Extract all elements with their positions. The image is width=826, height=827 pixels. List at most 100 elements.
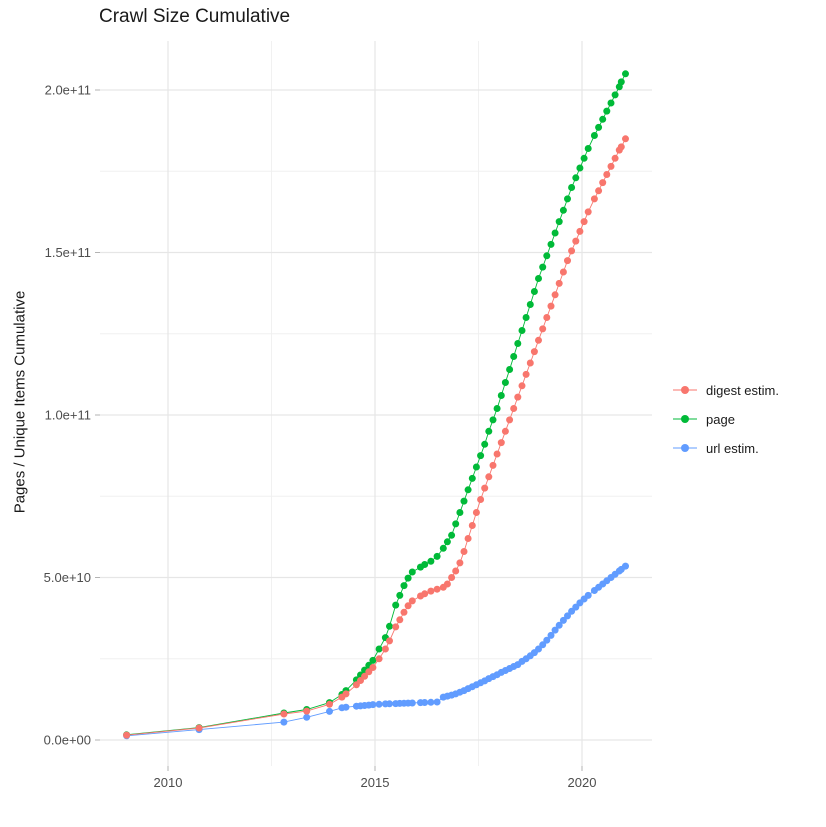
data-point-digest-estim	[595, 187, 603, 195]
data-point-page	[433, 552, 441, 560]
data-point-page	[489, 416, 497, 424]
data-point-page	[468, 474, 476, 482]
data-point-digest-estim	[555, 279, 563, 287]
data-point-page	[497, 392, 505, 399]
data-point-page	[481, 440, 489, 448]
data-point-page	[506, 366, 514, 373]
y-tick-label: 0.0e+00	[44, 732, 91, 747]
data-point-page	[460, 497, 468, 505]
data-point-digest-estim	[572, 237, 580, 245]
data-point-url-estim	[421, 699, 429, 706]
data-point-digest-estim	[535, 336, 542, 344]
data-point-digest-estim	[559, 268, 567, 276]
data-point-page	[559, 206, 567, 214]
data-point-url-estim	[427, 698, 435, 706]
data-point-page	[543, 252, 551, 260]
data-point-digest-estim	[396, 616, 404, 624]
data-point-page	[464, 486, 472, 494]
data-point-digest-estim	[489, 461, 497, 469]
data-point-page	[617, 78, 625, 86]
data-point-url-estim	[280, 718, 288, 726]
data-point-page	[580, 154, 588, 162]
data-point-page	[547, 240, 555, 248]
data-point-digest-estim	[456, 559, 464, 567]
data-point-digest-estim	[303, 707, 311, 715]
legend-item-url-estim: url estim.	[672, 438, 779, 458]
data-point-digest-estim	[460, 548, 468, 555]
legend-key-icon	[673, 444, 697, 452]
data-point-url-estim	[547, 631, 555, 639]
data-point-page	[439, 544, 447, 552]
data-point-digest-estim	[369, 664, 377, 671]
data-point-page	[522, 314, 530, 321]
data-point-page	[485, 427, 493, 435]
data-point-digest-estim	[599, 179, 607, 187]
legend-item-page: page	[672, 409, 779, 429]
data-point-digest-estim	[497, 439, 505, 447]
data-point-page	[421, 561, 429, 568]
data-point-digest-estim	[607, 162, 615, 170]
data-point-digest-estim	[443, 580, 451, 588]
data-point-digest-estim	[617, 143, 625, 151]
legend-label: url estim.	[706, 440, 759, 456]
data-point-page	[555, 218, 563, 226]
data-point-page	[448, 531, 456, 539]
data-point-url-estim	[303, 713, 311, 721]
data-point-digest-estim	[464, 535, 472, 542]
data-point-url-estim	[564, 612, 571, 620]
data-point-digest-estim	[472, 509, 480, 516]
data-point-page	[396, 591, 404, 599]
data-point-page	[375, 645, 383, 653]
data-point-url-estim	[584, 591, 592, 599]
y-tick-label: 1.0e+11	[45, 407, 91, 422]
data-point-url-estim	[326, 707, 333, 715]
data-point-page	[539, 263, 547, 271]
data-point-page	[535, 275, 542, 282]
data-point-digest-estim	[530, 348, 538, 356]
data-point-page	[595, 123, 603, 131]
data-point-digest-estim	[448, 574, 456, 581]
data-point-digest-estim	[427, 587, 435, 595]
data-point-page	[452, 520, 460, 528]
legend-item-digest-estim: digest estim.	[672, 380, 779, 400]
data-point-page	[572, 174, 580, 182]
data-point-page	[493, 405, 501, 412]
data-point-digest-estim	[452, 567, 460, 575]
data-point-digest-estim	[506, 416, 514, 424]
data-point-digest-estim	[386, 637, 393, 645]
series-line-digest-estim	[126, 138, 626, 736]
data-point-digest-estim	[518, 382, 526, 390]
data-point-digest-estim	[584, 208, 592, 216]
data-point-url-estim	[408, 699, 416, 707]
data-point-page	[472, 463, 480, 471]
data-point-digest-estim	[477, 496, 485, 503]
data-point-digest-estim	[510, 405, 518, 412]
data-point-page	[369, 656, 377, 664]
data-point-page	[427, 557, 435, 565]
series-line-url-estim	[126, 565, 626, 737]
data-point-digest-estim	[551, 291, 559, 299]
data-point-url-estim	[551, 626, 559, 634]
data-point-page	[501, 379, 509, 386]
x-tick-label: 2020	[568, 775, 597, 790]
data-point-digest-estim	[408, 597, 416, 605]
data-point-page	[622, 70, 629, 78]
legend-key-icon	[673, 415, 697, 423]
data-point-digest-estim	[468, 522, 476, 529]
data-point-digest-estim	[603, 171, 611, 178]
data-point-page	[477, 452, 485, 460]
data-point-page	[404, 574, 412, 582]
data-point-digest-estim	[493, 450, 501, 458]
data-point-url-estim	[386, 700, 393, 708]
data-point-page	[576, 164, 584, 172]
legend: digest estim. page url estim.	[672, 380, 779, 458]
x-tick-label: 2015	[361, 775, 390, 790]
data-point-digest-estim	[195, 724, 203, 732]
data-point-digest-estim	[622, 135, 629, 143]
data-point-digest-estim	[123, 731, 131, 739]
data-point-digest-estim	[543, 314, 551, 321]
data-point-digest-estim	[392, 623, 400, 631]
data-point-page	[526, 301, 534, 308]
